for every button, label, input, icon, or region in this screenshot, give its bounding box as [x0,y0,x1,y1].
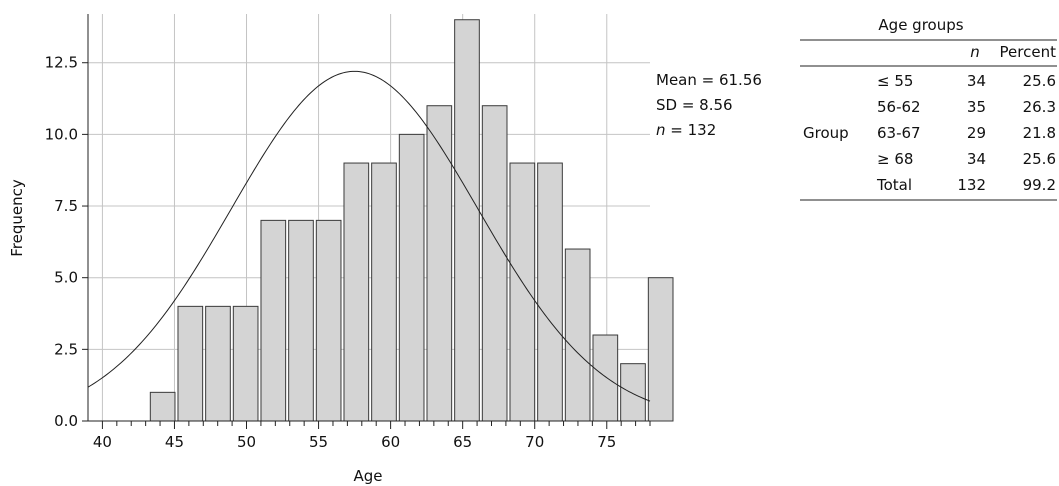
table-cell-percent: 99.2 [1023,176,1056,194]
y-tick-label: 5.0 [54,269,78,287]
x-ticks: 40 45 50 55 60 65 70 75 [93,421,651,451]
summary-statistics: Mean = 61.56 SD = 8.56 n = 132 [656,71,762,139]
table-cell-label: ≥ 68 [877,150,913,168]
table-title: Age groups [878,16,963,34]
histogram-bar [315,219,342,422]
table-row-label-group: Group [803,124,849,142]
histogram-bar [647,277,674,422]
table-cell-percent: 25.6 [1023,150,1056,168]
histogram-bar [149,391,176,422]
table-cell-label: 63-67 [877,124,921,142]
table-cell-label: ≤ 55 [877,72,913,90]
y-tick-label: 7.5 [54,197,78,215]
x-tick-label: 40 [93,433,112,451]
histogram-bar [371,162,397,422]
histogram-bar [426,105,453,422]
histogram-bars [149,19,674,422]
y-tick-label: 10.0 [45,125,78,143]
y-tick-label: 12.5 [45,54,78,72]
histogram-bar [232,305,259,422]
histogram-bar [288,219,314,422]
histogram-bar [537,162,563,422]
table-cell-n: 29 [967,124,986,142]
mean-annotation: Mean = 61.56 [656,71,762,89]
table-row: 63-67 29 21.8 [877,124,1056,142]
histogram-bar [509,162,536,422]
y-ticks: 0.0 2.5 5.0 7.5 10.0 12.5 [45,54,88,430]
x-axis-title: Age [353,467,382,485]
x-tick-label: 75 [597,433,616,451]
table-row: ≥ 68 34 25.6 [877,150,1056,168]
x-tick-label: 70 [525,433,544,451]
histogram-bar [177,305,204,422]
table-rows: ≤ 55 34 25.6 56-62 35 26.3 63-67 29 21.8 ≥ 68 34 25… [876,72,1056,194]
table-row: 56-62 35 26.3 [877,98,1056,116]
x-tick-label: 45 [165,433,184,451]
table-cell-label: 56-62 [877,98,921,116]
histogram-bar [260,219,287,422]
histogram-bar [343,162,370,422]
x-tick-label: 65 [453,433,472,451]
n-value: = 132 [666,121,717,139]
table-cell-percent: 21.8 [1023,124,1056,142]
histogram-bar [454,19,480,422]
x-tick-label: 50 [237,433,256,451]
x-tick-label: 55 [309,433,328,451]
table-cell-n: 35 [967,98,986,116]
table-cell-n: 132 [957,176,986,194]
histogram-bar [398,133,425,422]
table-cell-percent: 26.3 [1023,98,1056,116]
n-annotation: n = 132 [656,121,716,139]
y-axis-title: Frequency [8,179,26,257]
histogram-bar [564,248,591,422]
n-symbol: n [656,121,666,139]
y-tick-label: 0.0 [54,412,78,430]
axes: 40 45 50 55 60 65 70 75 0.0 2.5 5.0 7.5 10.0 12.5 [45,14,651,451]
table-cell-label: Total [876,176,912,194]
table-cell-percent: 25.6 [1023,72,1056,90]
table-cell-n: 34 [967,150,986,168]
table-cell-n: 34 [967,72,986,90]
table-row: Total 132 99.2 [876,176,1056,194]
table-header-percent: Percent [1000,43,1057,61]
histogram-bar [592,334,619,422]
table-row: ≤ 55 34 25.6 [877,72,1056,90]
histogram-bar [481,105,508,422]
table-header-n: n [970,43,980,61]
histogram-bar [620,363,646,422]
age-groups-table: Age groups n Percent Group ≤ 55 34 25.6 56-… [800,16,1057,201]
y-tick-label: 2.5 [54,340,78,358]
normal-curve [87,70,651,402]
x-tick-label: 60 [381,433,400,451]
histogram-bar [205,305,231,422]
sd-annotation: SD = 8.56 [656,96,733,114]
